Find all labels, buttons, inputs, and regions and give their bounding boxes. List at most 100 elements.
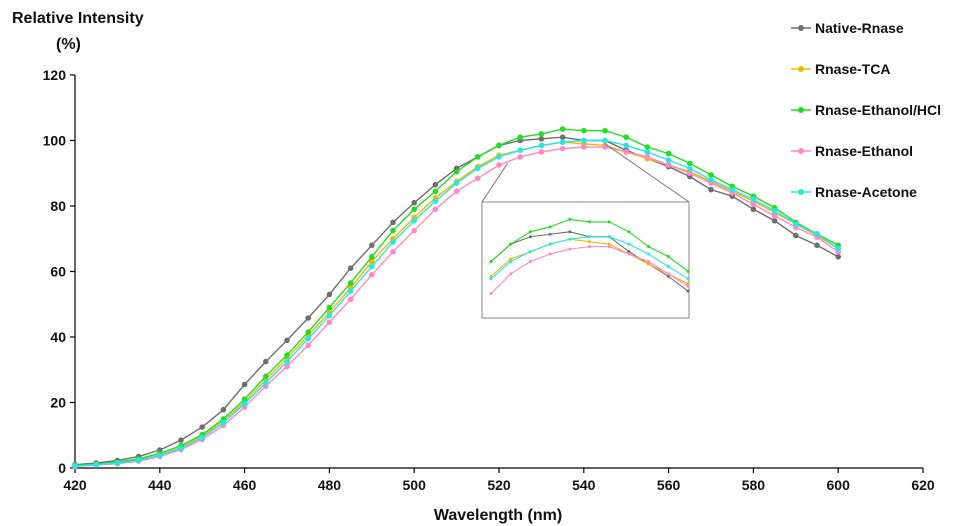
series-4 xyxy=(72,137,841,469)
inset-data-point xyxy=(607,245,611,249)
inset-data-point xyxy=(686,289,690,293)
y-tick-label: 120 xyxy=(43,67,67,83)
inset-data-point xyxy=(509,257,513,261)
legend-item-4: Rnase-Acetone xyxy=(791,184,917,200)
inset-data-point xyxy=(588,235,591,239)
data-point xyxy=(178,445,184,452)
inset-data-point xyxy=(686,269,690,273)
data-point xyxy=(369,271,375,278)
x-tick-label: 620 xyxy=(911,477,935,493)
data-point xyxy=(390,239,396,245)
data-point xyxy=(369,263,375,270)
series-layer xyxy=(72,126,841,470)
data-point xyxy=(284,363,290,370)
x-tick-label: 540 xyxy=(572,477,596,493)
data-point xyxy=(517,134,523,141)
data-point xyxy=(411,217,418,224)
inset-data-point xyxy=(647,245,651,249)
data-point xyxy=(453,168,460,175)
y-tick-label: 0 xyxy=(58,460,66,476)
inset-data-point xyxy=(489,277,493,281)
legend-label: Native-Rnase xyxy=(815,20,904,36)
data-point xyxy=(538,142,545,149)
inset-data-point xyxy=(588,220,591,224)
data-point xyxy=(390,219,396,226)
data-point xyxy=(665,157,672,163)
data-point xyxy=(496,142,502,149)
data-point xyxy=(623,134,629,141)
data-point xyxy=(581,127,587,134)
data-point xyxy=(114,460,121,466)
data-point xyxy=(559,139,566,145)
data-point xyxy=(263,358,269,365)
data-point xyxy=(665,150,672,157)
data-point xyxy=(411,199,418,206)
data-point xyxy=(178,437,184,443)
data-point xyxy=(538,136,545,142)
data-point xyxy=(750,206,757,213)
data-point xyxy=(708,186,714,193)
data-point xyxy=(602,144,608,150)
inset-data-point xyxy=(686,277,690,281)
inset-data-point xyxy=(647,259,651,263)
data-point xyxy=(263,380,269,386)
legend-swatch-marker xyxy=(798,148,804,154)
inset-data-point xyxy=(627,242,631,246)
legend-item-1: Rnase-TCA xyxy=(791,61,890,77)
data-point xyxy=(453,188,460,195)
legend-swatch-marker xyxy=(798,25,804,31)
inset-data-point xyxy=(528,230,532,234)
data-point xyxy=(475,175,481,181)
data-point xyxy=(602,137,608,144)
inset-data-point xyxy=(607,220,611,224)
legend-label: Rnase-TCA xyxy=(815,61,890,77)
data-point xyxy=(157,452,163,459)
x-tick-label: 600 xyxy=(827,477,851,493)
data-point xyxy=(771,213,778,219)
inset-data-point xyxy=(607,242,611,246)
x-tick-label: 500 xyxy=(403,477,427,493)
x-tick-label: 440 xyxy=(148,477,172,493)
data-point xyxy=(602,127,608,134)
legend-item-3: Rnase-Ethanol xyxy=(791,143,913,159)
inset-data-point xyxy=(548,232,552,236)
inset-data-point xyxy=(489,292,493,296)
data-point xyxy=(793,221,799,227)
data-point xyxy=(220,420,227,426)
data-point xyxy=(284,358,290,365)
data-point xyxy=(305,315,312,321)
inset-data-point xyxy=(509,242,513,246)
inset-series-2 xyxy=(489,217,690,273)
data-point xyxy=(220,416,227,422)
y-axis-title-line2: (%) xyxy=(56,36,81,53)
data-point xyxy=(475,165,481,172)
inset-data-point xyxy=(666,272,670,276)
x-tick-label: 460 xyxy=(233,477,257,493)
data-point xyxy=(411,206,418,213)
inset-data-point xyxy=(588,245,591,249)
data-point xyxy=(135,457,142,463)
inset-data-point xyxy=(509,272,513,276)
data-point xyxy=(644,154,651,160)
inset-data-point xyxy=(568,247,572,251)
legend-label: Rnase-Ethanol xyxy=(815,143,913,159)
legend-label: Rnase-Acetone xyxy=(815,184,917,200)
y-tick-label: 40 xyxy=(50,329,66,345)
data-point xyxy=(432,206,439,213)
inset-connector-right xyxy=(604,143,690,203)
inset-data-point xyxy=(627,252,631,256)
data-point xyxy=(305,342,312,348)
data-point xyxy=(814,231,820,237)
data-point xyxy=(326,291,333,298)
data-point xyxy=(771,217,778,224)
data-point xyxy=(750,196,757,203)
data-point xyxy=(241,381,248,388)
data-point xyxy=(369,242,375,249)
legend-label: Rnase-Ethanol/HCl xyxy=(815,102,941,118)
inset-data-point xyxy=(489,274,493,278)
data-point xyxy=(284,352,290,358)
inset-data-point xyxy=(528,259,532,263)
data-point xyxy=(369,258,375,265)
data-point xyxy=(241,396,248,403)
data-point xyxy=(538,149,545,155)
